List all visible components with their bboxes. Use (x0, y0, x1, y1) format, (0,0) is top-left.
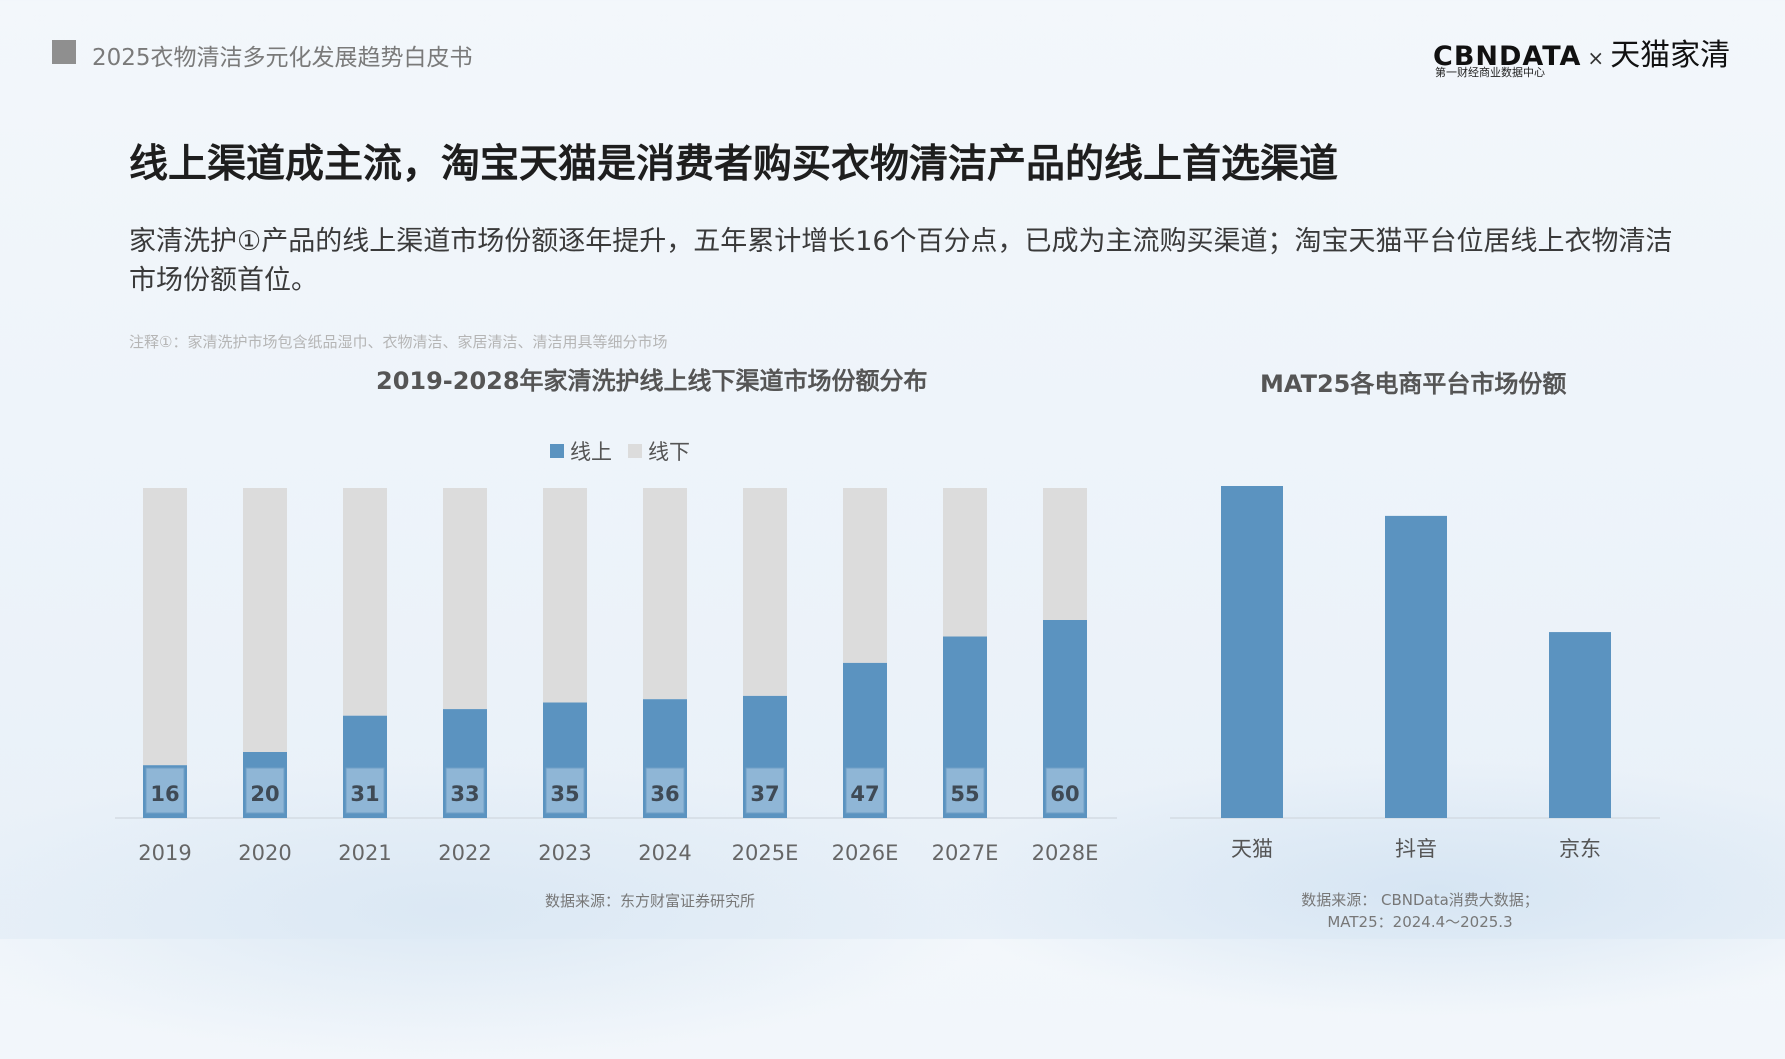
platform-bar-抖音 (1385, 515, 1447, 818)
x-tick-label-2024: 2024 (638, 841, 691, 865)
legend-item-offline: 线下 (628, 436, 690, 466)
channel-share-chart-title: 2019-2028年家清洗护线上线下渠道市场份额分布 (376, 367, 928, 395)
platform-tick-label-京东: 京东 (1559, 837, 1601, 861)
platform-source-line1: 数据来源： CBNData消费大数据； (1301, 891, 1539, 909)
bar-offline-2026E (843, 488, 887, 663)
platform-bar-天猫 (1221, 486, 1283, 818)
data-label-box-2026E (845, 767, 885, 814)
x-tick-label-2026E: 2026E (832, 841, 899, 865)
platform-bar-京东 (1549, 632, 1611, 818)
logo-subtitle: 第一财经商业数据中心 (1435, 66, 1545, 79)
channel-chart-source: 数据来源：东方财富证券研究所 (544, 892, 755, 910)
bar-offline-2019 (143, 488, 187, 766)
header-marker (52, 40, 76, 64)
data-label-box-2021 (345, 767, 385, 814)
x-tick-label-2022: 2022 (438, 841, 491, 865)
legend-swatch-online (550, 444, 564, 458)
platform-tick-label-天猫: 天猫 (1231, 837, 1273, 861)
data-label-online-2027E: 55 (950, 782, 979, 806)
data-label-box-2023 (545, 767, 585, 814)
bar-offline-2023 (543, 488, 587, 703)
channel-share-chart: 1620192020203120213320223520233620243720… (115, 486, 1660, 865)
x-tick-label-2020: 2020 (238, 841, 291, 865)
data-label-online-2028E: 60 (1050, 782, 1079, 806)
data-label-online-2026E: 47 (850, 782, 879, 806)
chart-legend: 线上 线下 (550, 436, 706, 466)
legend-item-online: 线上 (550, 436, 612, 466)
x-tick-label-2021: 2021 (338, 841, 391, 865)
report-title: 2025衣物清洁多元化发展趋势白皮书 (92, 45, 473, 71)
data-label-online-2020: 20 (250, 782, 279, 806)
data-label-box-2024 (645, 767, 685, 814)
bar-offline-2028E (1043, 488, 1087, 620)
footnote: 注释①：家清洗护市场包含纸品湿巾、衣物清洁、家居清洁、清洁用具等细分市场 (129, 333, 668, 351)
legend-swatch-offline (628, 444, 642, 458)
data-label-online-2019: 16 (150, 782, 179, 806)
logo: CBNDATA × 天猫家清 第一财经商业数据中心 (1433, 30, 1731, 79)
data-label-box-2022 (445, 767, 485, 814)
legend-label-offline: 线下 (648, 440, 690, 464)
data-label-online-2021: 31 (350, 782, 379, 806)
data-label-box-2020 (245, 767, 285, 814)
logo-separator: × (1587, 46, 1605, 70)
data-label-box-2019 (145, 767, 185, 814)
bar-offline-2024 (643, 488, 687, 700)
page-subtitle: 家清洗护①产品的线上渠道市场份额逐年提升，五年累计增长16个百分点，已成为主流购… (129, 226, 1673, 296)
data-label-online-2024: 36 (650, 782, 679, 806)
x-tick-label-2028E: 2028E (1032, 841, 1099, 865)
cbndata-logo: CBNDATA (1433, 41, 1582, 72)
data-label-online-2023: 35 (550, 782, 579, 806)
data-label-online-2025E: 37 (750, 782, 779, 806)
data-label-online-2022: 33 (450, 782, 479, 806)
platform-share-chart-title: MAT25各电商平台市场份额 (1260, 370, 1567, 398)
tmall-home-clean-logo: 天猫家清 (1610, 38, 1731, 73)
x-tick-label-2025E: 2025E (732, 841, 799, 865)
platform-source-line2: MAT25：2024.4～2025.3 (1327, 913, 1513, 931)
platform-tick-label-抖音: 抖音 (1395, 837, 1437, 861)
data-label-box-2027E (945, 767, 985, 814)
data-label-box-2028E (1045, 767, 1085, 814)
bar-offline-2027E (943, 488, 987, 637)
x-tick-label-2023: 2023 (538, 841, 591, 865)
platform-chart-source: 数据来源： CBNData消费大数据； MAT25：2024.4～2025.3 (1220, 889, 1620, 933)
data-label-box-2025E (745, 767, 785, 814)
bar-offline-2025E (743, 488, 787, 696)
x-tick-label-2027E: 2027E (932, 841, 999, 865)
legend-label-online: 线上 (570, 440, 612, 464)
x-tick-label-2019: 2019 (138, 841, 191, 865)
bar-offline-2021 (343, 488, 387, 716)
bar-offline-2022 (443, 488, 487, 710)
page-title: 线上渠道成主流，淘宝天猫是消费者购买衣物清洁产品的线上首选渠道 (129, 142, 1339, 187)
bar-offline-2020 (243, 488, 287, 752)
